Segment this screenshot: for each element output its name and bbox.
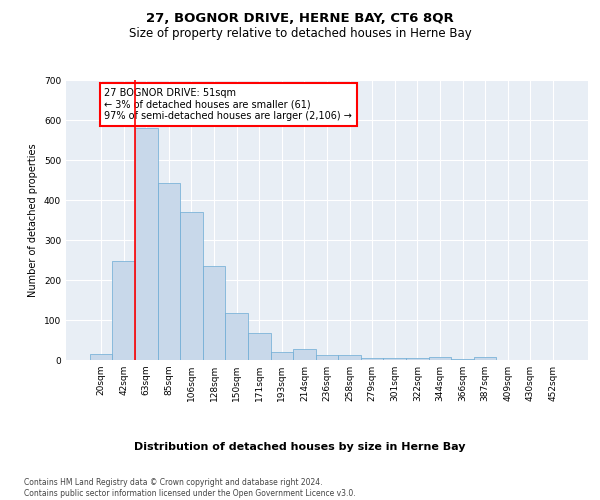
Text: Size of property relative to detached houses in Herne Bay: Size of property relative to detached ho…	[128, 28, 472, 40]
Bar	[112, 261, 135, 360]
Text: 27, BOGNOR DRIVE, HERNE BAY, CT6 8QR: 27, BOGNOR DRIVE, HERNE BAY, CT6 8QR	[146, 12, 454, 26]
Text: 27 BOGNOR DRIVE: 51sqm
← 3% of detached houses are smaller (61)
97% of semi-deta: 27 BOGNOR DRIVE: 51sqm ← 3% of detached …	[104, 88, 352, 121]
Bar	[203, 266, 226, 360]
Bar	[474, 357, 496, 360]
Bar	[90, 354, 112, 360]
Y-axis label: Number of detached properties: Number of detached properties	[28, 143, 38, 297]
Bar	[428, 357, 451, 360]
Bar	[316, 355, 338, 360]
Bar	[406, 358, 428, 360]
Bar	[338, 355, 361, 360]
Bar	[293, 349, 316, 360]
Bar	[361, 358, 383, 360]
Bar	[135, 128, 158, 360]
Bar	[158, 183, 180, 360]
Bar	[180, 212, 203, 360]
Text: Contains HM Land Registry data © Crown copyright and database right 2024.
Contai: Contains HM Land Registry data © Crown c…	[24, 478, 356, 498]
Text: Distribution of detached houses by size in Herne Bay: Distribution of detached houses by size …	[134, 442, 466, 452]
Bar	[226, 313, 248, 360]
Bar	[271, 352, 293, 360]
Bar	[248, 333, 271, 360]
Bar	[383, 358, 406, 360]
Bar	[451, 359, 474, 360]
